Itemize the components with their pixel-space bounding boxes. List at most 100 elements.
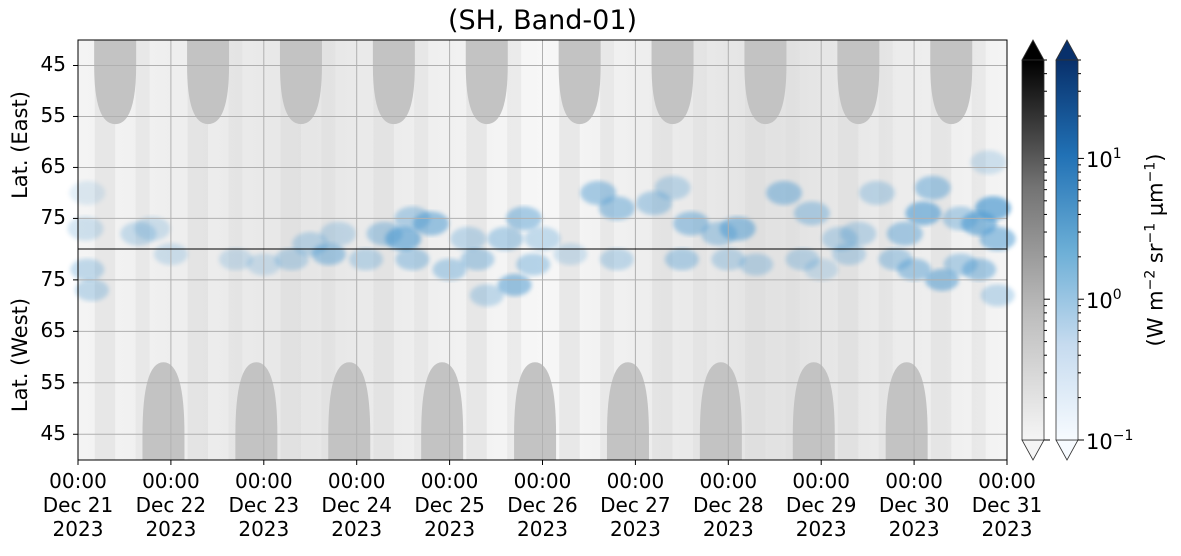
missing-data-arch — [837, 40, 880, 125]
intensity-blob-east — [914, 175, 951, 200]
intensity-blob-east — [970, 150, 1007, 175]
xtick-time: 00:00 — [699, 469, 758, 493]
intensity-blob-east — [673, 211, 710, 236]
day-shade-band — [600, 40, 615, 460]
xtick-time: 00:00 — [142, 469, 200, 493]
missing-data-arch — [465, 40, 508, 125]
day-shade-band — [930, 40, 952, 460]
intensity-blob-west — [599, 248, 634, 271]
xtick-label: 00:00 Dec 29 2023 — [776, 469, 866, 541]
xtick-time: 00:00 — [792, 469, 850, 493]
intensity-blob-west — [274, 248, 309, 271]
intensity-blob-east — [719, 216, 756, 241]
colorbar-blue-bar — [1055, 59, 1079, 441]
xtick-year: 2023 — [609, 517, 661, 541]
missing-data-arch — [651, 40, 694, 125]
intensity-blob-west — [70, 258, 105, 281]
colorbar-gray-bar — [1021, 59, 1045, 441]
xtick-date: Dec 26 — [507, 493, 578, 517]
missing-data-arch — [94, 40, 137, 125]
xtick-year: 2023 — [331, 517, 383, 541]
missing-data-arch — [421, 362, 464, 460]
colorbar-gray-extend-max — [1021, 39, 1045, 61]
xtick-year: 2023 — [981, 517, 1033, 541]
intensity-blob-east — [793, 201, 830, 226]
intensity-blob-east — [67, 216, 104, 241]
xtick-time: 00:00 — [420, 469, 479, 493]
xtick-label: 00:00 Dec 27 2023 — [590, 469, 680, 541]
day-shade-band — [785, 40, 800, 460]
missing-data-arch — [606, 362, 649, 460]
day-shade-band — [94, 40, 116, 460]
missing-data-arch — [142, 362, 185, 460]
intensity-blob-west — [348, 248, 383, 271]
day-shade-band — [135, 40, 150, 460]
xtick-year: 2023 — [424, 517, 476, 541]
xtick-time: 00:00 — [49, 469, 107, 493]
ytick-label-east: 55 — [40, 103, 66, 128]
missing-data-arch — [744, 40, 787, 125]
xtick-date: Dec 29 — [785, 493, 857, 517]
missing-data-arch — [885, 362, 928, 460]
ytick-label-west: 75 — [40, 266, 66, 291]
colorbar-blue-extend-max — [1055, 39, 1079, 61]
missing-data-arch — [328, 362, 371, 460]
xtick-year: 2023 — [517, 517, 568, 541]
ytick-label-west: 45 — [40, 421, 66, 446]
xtick-label: 00:00 Dec 31 2023 — [962, 469, 1052, 541]
day-shade-band — [373, 40, 394, 460]
intensity-blob-east — [886, 221, 923, 246]
day-shade-band — [745, 40, 766, 460]
intensity-blob-east — [487, 226, 524, 251]
ytick-label-west: 65 — [40, 318, 66, 343]
xtick-year: 2023 — [145, 517, 197, 541]
intensity-blob-west — [664, 248, 699, 271]
intensity-blob-east — [413, 211, 450, 236]
xtick-year: 2023 — [888, 517, 940, 541]
intensity-blob-east — [320, 221, 357, 246]
day-shade-band — [652, 40, 673, 460]
intensity-blob-west — [311, 243, 346, 266]
intensity-blob-east — [134, 216, 171, 241]
intensity-blob-west — [497, 274, 532, 297]
intensity-blob-east — [450, 226, 487, 251]
missing-data-arch — [699, 362, 742, 460]
xtick-label: 00:00 Dec 21 2023 — [33, 469, 123, 541]
intensity-blob-east — [385, 226, 422, 251]
missing-data-arch — [930, 40, 973, 125]
intensity-blob-west — [553, 243, 588, 266]
cb-tick-10^1: 101 — [1086, 146, 1122, 172]
intensity-blob-east — [598, 196, 635, 221]
colorbar-blue-extend-min — [1055, 439, 1079, 461]
xtick-label: 00:00 Dec 22 2023 — [126, 469, 216, 541]
xtick-label: 00:00 Dec 25 2023 — [405, 469, 495, 541]
intensity-blob-west — [739, 253, 774, 276]
intensity-blob-west — [832, 243, 867, 266]
intensity-blob-west — [980, 284, 1015, 307]
xtick-label: 00:00 Dec 26 2023 — [498, 469, 588, 541]
xtick-date: Dec 24 — [321, 493, 392, 517]
cb-tick-10^0: 100 — [1086, 287, 1122, 313]
intensity-blob-west — [395, 248, 430, 271]
intensity-blob-east — [766, 180, 803, 205]
xtick-time: 00:00 — [513, 469, 572, 493]
intensity-blob-west — [469, 284, 504, 307]
xtick-date: Dec 22 — [135, 493, 207, 517]
day-shade-band — [878, 40, 893, 460]
intensity-blob-east — [905, 201, 942, 226]
xtick-year: 2023 — [238, 517, 290, 541]
missing-data-arch — [558, 40, 601, 125]
xtick-date: Dec 27 — [600, 493, 671, 517]
intensity-blob-west — [962, 258, 997, 281]
intensity-blob-west — [74, 279, 109, 302]
intensity-blob-east — [975, 196, 1012, 221]
xtick-date: Dec 23 — [228, 493, 300, 517]
colorbar-gray-extend-min — [1021, 439, 1045, 461]
xtick-label: 00:00 Dec 28 2023 — [683, 469, 773, 541]
xtick-date: Dec 25 — [414, 493, 485, 517]
xtick-date: Dec 31 — [971, 493, 1043, 517]
intensity-blob-east — [654, 175, 691, 200]
xtick-year: 2023 — [702, 517, 754, 541]
chart-title: (SH, Band-01) — [447, 5, 638, 36]
day-shade-band — [692, 40, 707, 460]
